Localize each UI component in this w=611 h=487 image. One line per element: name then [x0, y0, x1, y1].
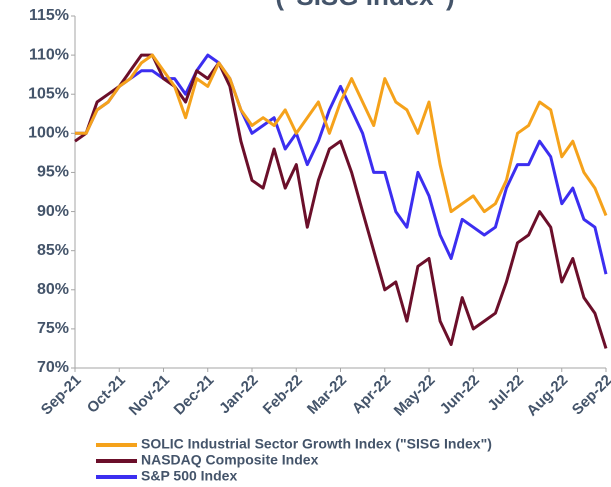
y-tick-label: 70% — [37, 359, 69, 376]
x-tick-label: May-22 — [391, 372, 439, 420]
series-line — [75, 53, 608, 275]
y-tick-label: 100% — [28, 125, 69, 142]
x-tick-label: Jul-22 — [484, 372, 527, 415]
legend-label: S&P 500 Index — [141, 468, 237, 484]
series-line — [75, 53, 608, 217]
x-tick-label: Sep-22 — [569, 372, 611, 419]
y-tick-label: 90% — [37, 203, 69, 220]
y-tick-label: 115% — [29, 7, 69, 24]
chart-title: ("SISG Index") — [275, 0, 454, 11]
series-line — [74, 53, 608, 349]
y-tick-label: 75% — [37, 320, 69, 337]
x-tick-label: Apr-22 — [349, 372, 395, 418]
legend-label: NASDAQ Composite Index — [141, 452, 319, 468]
x-tick-label: Aug-22 — [523, 372, 571, 420]
x-tick-label: Oct-21 — [84, 372, 129, 417]
y-tick-label: 110% — [29, 46, 69, 63]
x-tick-label: Jan-22 — [216, 372, 262, 418]
x-tick-label: Nov-21 — [126, 372, 173, 419]
x-tick-label: Mar-22 — [304, 372, 350, 418]
y-tick-label: 95% — [37, 164, 69, 181]
x-tick-label: Feb-22 — [260, 372, 306, 418]
legend-label: SOLIC Industrial Sector Growth Index ("S… — [141, 436, 492, 452]
x-tick-label: Jun-22 — [437, 372, 483, 418]
x-tick-label: Sep-21 — [38, 372, 85, 419]
x-tick-label: Dec-21 — [171, 372, 218, 419]
y-tick-label: 80% — [37, 281, 69, 298]
y-tick-label: 85% — [37, 242, 69, 259]
y-tick-label: 105% — [28, 85, 69, 102]
